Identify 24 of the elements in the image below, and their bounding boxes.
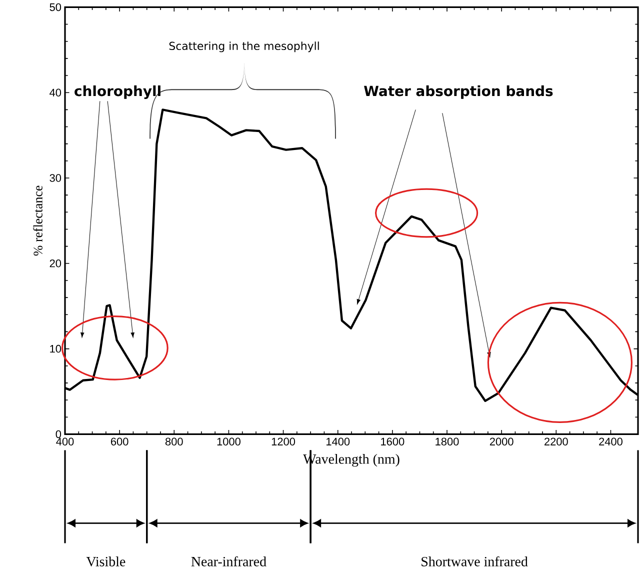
y-tick-label: 30 bbox=[50, 174, 62, 182]
text: Near-infrared bbox=[191, 556, 266, 566]
annotation: chlorophyll bbox=[74, 85, 160, 99]
x-tick-label: 2200 bbox=[544, 438, 568, 446]
x-tick-label: 1600 bbox=[381, 438, 404, 446]
x-tick-label: 2400 bbox=[599, 438, 622, 446]
y-tick-label: 50 bbox=[50, 3, 62, 11]
x-tick-label: 1400 bbox=[326, 438, 350, 446]
y-axis-title: % reflectance bbox=[33, 186, 42, 256]
x-tick-label: 600 bbox=[110, 438, 128, 446]
text: Shortwave infrared bbox=[422, 556, 528, 566]
text: Visible bbox=[86, 556, 126, 566]
x-tick-label: 400 bbox=[56, 438, 74, 446]
y-tick-label: 10 bbox=[50, 344, 62, 353]
annotation: Water absorption bands bbox=[364, 85, 553, 99]
annotation: Scattering in the mesophyll bbox=[169, 41, 319, 52]
x-tick-label: 1200 bbox=[272, 438, 296, 446]
y-tick-label: 40 bbox=[50, 88, 62, 96]
x-tick-label: 1800 bbox=[436, 438, 459, 446]
y-tick-label: 0 bbox=[56, 430, 62, 438]
x-tick-label: 2000 bbox=[490, 438, 514, 446]
y-tick-label: 20 bbox=[50, 259, 62, 268]
x-tick-label: 1000 bbox=[217, 438, 240, 446]
x-tick-label: 800 bbox=[165, 438, 183, 446]
